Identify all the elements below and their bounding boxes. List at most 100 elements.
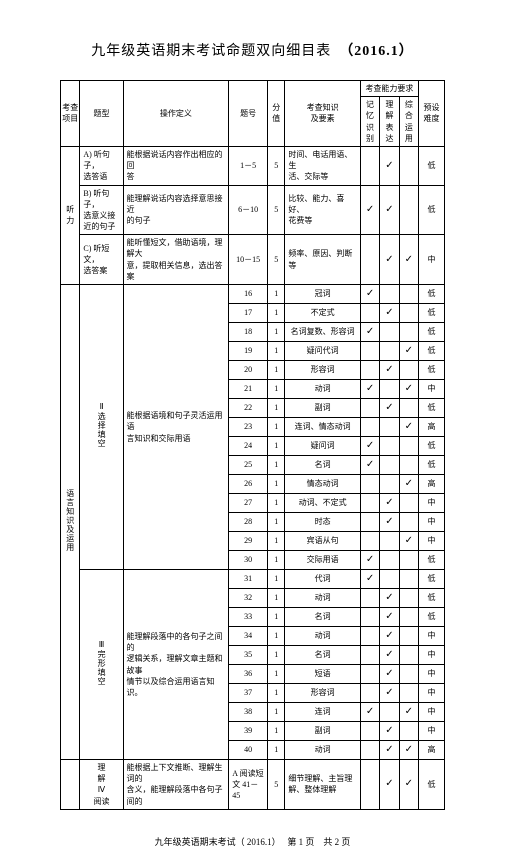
cell-k: 名词复数、形容词 <box>285 323 361 342</box>
cell-def: 能听懂短文，借助语境，理解大意，提取相关信息，选出答案 <box>123 235 229 285</box>
cell-diff: 中 <box>419 494 445 513</box>
sub-cloze: Ⅲ完形填空 <box>80 570 123 760</box>
cell-c1: ✓ <box>360 380 379 399</box>
spec-table: 考查项目 题型 操作定义 题号 分值 考查知识及要素 考查能力要求 预设难度 记… <box>60 80 445 810</box>
cell-c3 <box>399 551 418 570</box>
cell-c2: ✓ <box>380 741 399 760</box>
cell-score: 1 <box>268 570 285 589</box>
cell-c1 <box>360 475 379 494</box>
cell-c2: ✓ <box>380 513 399 532</box>
cell-num: 29 <box>229 532 268 551</box>
cell-diff: 中 <box>419 235 445 285</box>
cell-num: 6－10 <box>229 185 268 235</box>
cell-c2: ✓ <box>380 684 399 703</box>
cell-k: 时间、电话用语、生活、交际等 <box>285 146 361 185</box>
cell-c2: ✓ <box>380 722 399 741</box>
cell-diff: 高 <box>419 741 445 760</box>
cell-c2: ✓ <box>380 146 399 185</box>
cell-c2: ✓ <box>380 589 399 608</box>
cell-score: 1 <box>268 418 285 437</box>
cell-k: 名词 <box>285 646 361 665</box>
cell-diff: 低 <box>419 361 445 380</box>
cell-score: 1 <box>268 703 285 722</box>
cell-c3 <box>399 285 418 304</box>
cell-score: 1 <box>268 646 285 665</box>
sub-choice: Ⅱ选择填空 <box>80 285 123 570</box>
cell-c2: ✓ <box>380 760 399 810</box>
hdr-num: 题号 <box>229 81 268 147</box>
cell-score: 1 <box>268 513 285 532</box>
cell-c1 <box>360 399 379 418</box>
cell-c1 <box>360 342 379 361</box>
cell-k: 形容词 <box>285 684 361 703</box>
page-title: 九年级英语期末考试命题双向细目表 （2016.1） <box>60 40 445 60</box>
cell-num: 30 <box>229 551 268 570</box>
table-row: Ⅲ完形填空能理解段落中的各句子之间的逻辑关系，理解文章主题和故事情节以及综合运用… <box>61 570 445 589</box>
cell-c3 <box>399 304 418 323</box>
cell-score: 1 <box>268 285 285 304</box>
cell-c2: ✓ <box>380 646 399 665</box>
cell-num: 31 <box>229 570 268 589</box>
cell-c3 <box>399 722 418 741</box>
cell-type: A) 听句子，选答语 <box>80 146 123 185</box>
cell-c1 <box>360 494 379 513</box>
cell-c1 <box>360 608 379 627</box>
cell-c3 <box>399 494 418 513</box>
cell-k: 频率、原因、判断等 <box>285 235 361 285</box>
cell-diff: 低 <box>419 456 445 475</box>
cell-num: 37 <box>229 684 268 703</box>
hdr-diff: 预设难度 <box>419 81 445 147</box>
cell-c2: ✓ <box>380 235 399 285</box>
cell-k: 动词 <box>285 589 361 608</box>
cell-diff: 低 <box>419 342 445 361</box>
cell-c1: ✓ <box>360 570 379 589</box>
cell-num: 34 <box>229 627 268 646</box>
cell-def: 能根据语境和句子灵活运用语言知识和交际用语 <box>123 285 229 570</box>
cell-num: 1－5 <box>229 146 268 185</box>
cell-def: 能根据说话内容作出相应的回答 <box>123 146 229 185</box>
table-row: 语言知识及运用Ⅱ选择填空能根据语境和句子灵活运用语言知识和交际用语161冠词✓低 <box>61 285 445 304</box>
cell-k: 动词 <box>285 380 361 399</box>
cell-num: 22 <box>229 399 268 418</box>
cell-num: A 阅读短文 41－45 <box>229 760 268 810</box>
cell-c2 <box>380 323 399 342</box>
cell-c3 <box>399 646 418 665</box>
cell-c3 <box>399 570 418 589</box>
cell-c1 <box>360 532 379 551</box>
cell-c3 <box>399 361 418 380</box>
table-row: 听力 A) 听句子，选答语 能根据说话内容作出相应的回答 1－5 5 时间、电话… <box>61 146 445 185</box>
cell-score: 1 <box>268 684 285 703</box>
cell-num: 16 <box>229 285 268 304</box>
cell-k: 不定式 <box>285 304 361 323</box>
cell-diff: 低 <box>419 185 445 235</box>
cell-c2: ✓ <box>380 185 399 235</box>
cell-diff: 低 <box>419 399 445 418</box>
cell-c1 <box>360 760 379 810</box>
cell-c3 <box>399 513 418 532</box>
cell-c2 <box>380 551 399 570</box>
cell-diff: 低 <box>419 146 445 185</box>
cell-score: 1 <box>268 342 285 361</box>
cell-c2: ✓ <box>380 608 399 627</box>
cell-diff: 中 <box>419 684 445 703</box>
cell-c2 <box>380 456 399 475</box>
cell-k: 动词 <box>285 741 361 760</box>
cell-c3 <box>399 399 418 418</box>
cell-score: 5 <box>268 185 285 235</box>
cell-c2 <box>380 380 399 399</box>
cell-score: 1 <box>268 665 285 684</box>
table-row: B) 听句子，选意义接近的句子 能理解说话内容选择意思接近的句子 6－10 5 … <box>61 185 445 235</box>
cell-c3: ✓ <box>399 532 418 551</box>
cell-score: 5 <box>268 146 285 185</box>
cell-k: 疑问词 <box>285 437 361 456</box>
header-row-1: 考查项目 题型 操作定义 题号 分值 考查知识及要素 考查能力要求 预设难度 <box>61 81 445 97</box>
cell-score: 1 <box>268 722 285 741</box>
table-row: C) 听短文，选答案 能听懂短文，借助语境，理解大意，提取相关信息，选出答案 1… <box>61 235 445 285</box>
cell-diff: 低 <box>419 437 445 456</box>
cell-score: 1 <box>268 494 285 513</box>
cell-c2: ✓ <box>380 627 399 646</box>
cell-c2 <box>380 475 399 494</box>
cell-k: 比较、能力、喜好、花费等 <box>285 185 361 235</box>
cell-diff: 低 <box>419 760 445 810</box>
cell-c1: ✓ <box>360 703 379 722</box>
